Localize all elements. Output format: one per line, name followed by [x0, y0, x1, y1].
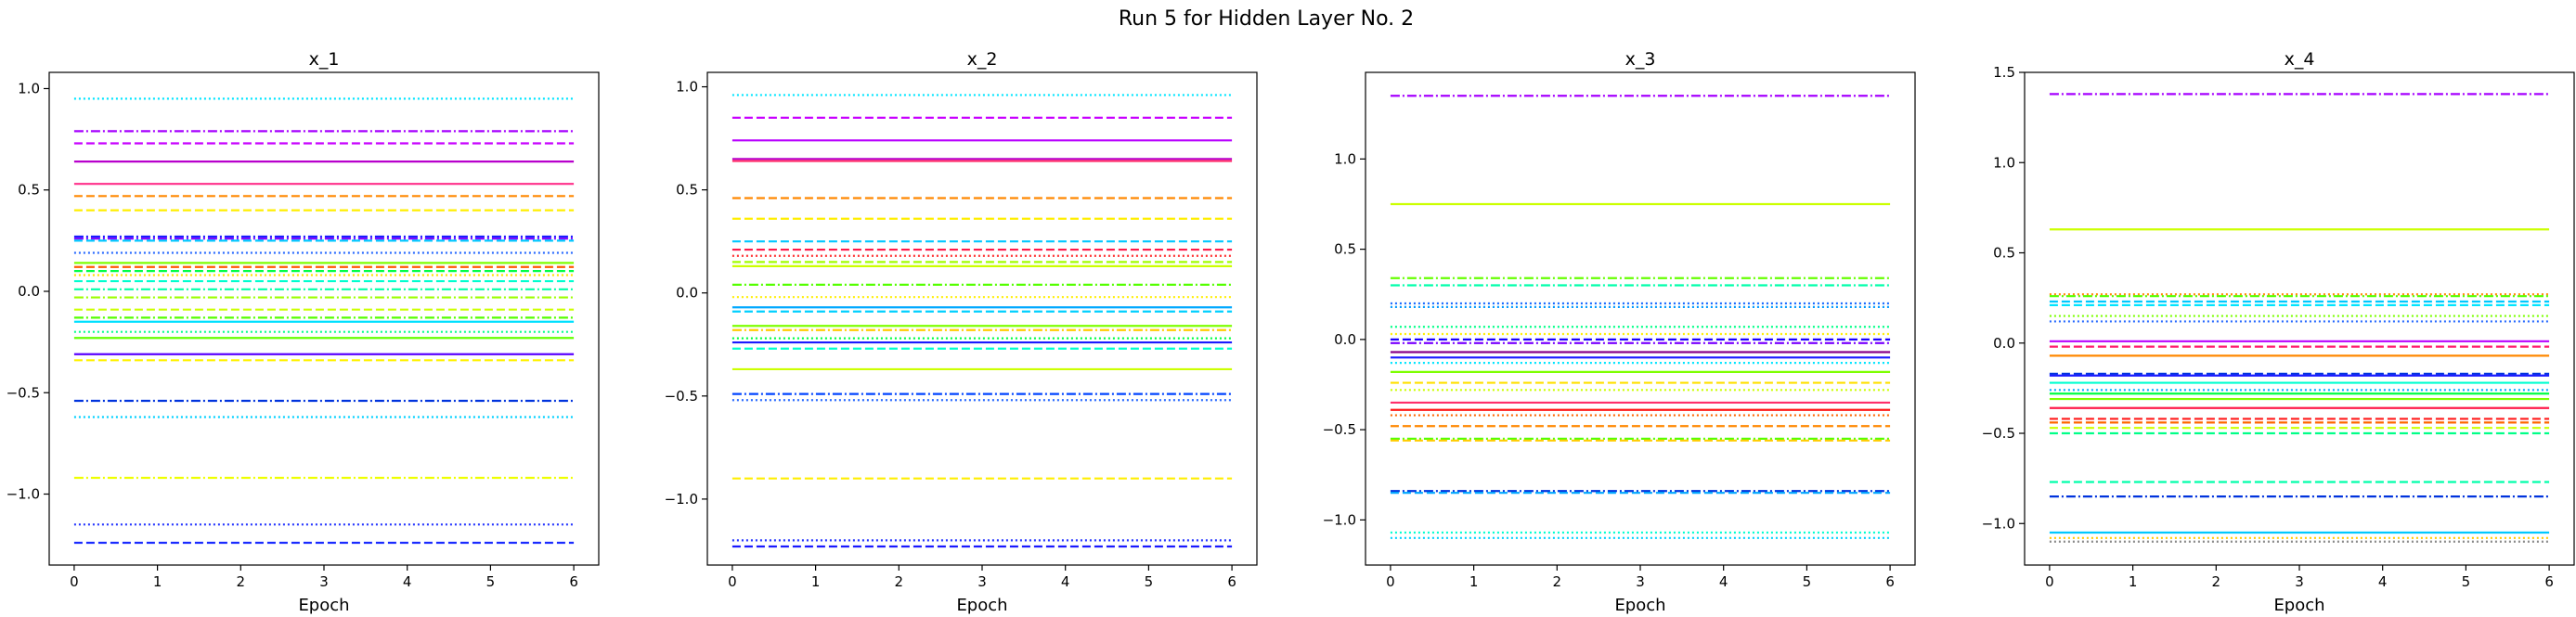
x-tick-label: 3 [977, 573, 987, 590]
subplot-4: 0 1 2 3 4 5 6 −1.0 −0.5 0.0 0.5 1.0 1.5 x_4 Epoch [1982, 49, 2575, 615]
y-tick-label: 0.0 [676, 285, 698, 302]
y-tick-label: 0.0 [18, 283, 40, 300]
y-tick-label: 0.5 [1993, 245, 2015, 262]
x-axis-label: Epoch [1614, 596, 1665, 615]
x-tick-label: 3 [2295, 573, 2304, 590]
x-axis-label: Epoch [298, 596, 349, 615]
x-tick-label: 6 [1885, 573, 1895, 590]
y-tick-label: 1.0 [1334, 150, 1356, 167]
subplot-title: x_2 [967, 49, 998, 70]
x-tick-label: 3 [319, 573, 329, 590]
y-tick-label: −1.0 [6, 486, 40, 503]
y-tick-label: −1.0 [1323, 511, 1356, 528]
y-tick-label: 0.5 [18, 182, 40, 199]
x-tick-label: 5 [1803, 573, 1812, 590]
subplot-1: 0 1 2 3 4 5 6 −1.0 −0.5 0.0 0.5 1.0 x_1 Epoch [6, 49, 600, 615]
x-tick-label: 3 [1636, 573, 1645, 590]
y-tick-label: −0.5 [6, 384, 40, 401]
subplot-3: 0 1 2 3 4 5 6 −1.0 −0.5 0.0 0.5 1.0 x_3 Epoch [1323, 49, 1916, 615]
x-tick-label: 4 [2378, 573, 2388, 590]
y-tick-label: −1.0 [1982, 515, 2015, 532]
x-tick-label: 2 [2212, 573, 2221, 590]
x-tick-label: 6 [569, 573, 578, 590]
x-tick-label: 5 [1145, 573, 1154, 590]
y-tick-label: −0.5 [665, 388, 698, 405]
y-tick-label: −1.0 [665, 491, 698, 508]
subplot-grid: 0 1 2 3 4 5 6 −1.0 −0.5 0.0 0.5 1.0 x_1 Epoch 0 1 2 3 4 5 6 −… [6, 49, 2575, 615]
y-tick-label: 0.5 [676, 182, 698, 199]
x-tick-label: 6 [1227, 573, 1236, 590]
x-tick-label: 1 [153, 573, 162, 590]
subplot-title: x_4 [2285, 49, 2315, 70]
y-tick-label: −0.5 [1323, 421, 1356, 438]
x-tick-label: 6 [2544, 573, 2554, 590]
x-tick-label: 5 [486, 573, 496, 590]
x-tick-label: 4 [1719, 573, 1728, 590]
x-axis-label: Epoch [2273, 596, 2324, 615]
x-tick-label: 2 [1553, 573, 1562, 590]
x-tick-label: 0 [70, 573, 79, 590]
x-tick-label: 4 [403, 573, 412, 590]
y-tick-label: 1.5 [1993, 64, 2015, 81]
x-tick-label: 0 [728, 573, 737, 590]
axes-frame [2024, 71, 2575, 566]
y-tick-label: 1.0 [18, 80, 40, 96]
x-tick-label: 0 [2045, 573, 2054, 590]
figure-title: Run 5 for Hidden Layer No. 2 [1119, 7, 1414, 31]
subplot-title: x_3 [1625, 49, 1656, 70]
x-tick-label: 4 [1061, 573, 1070, 590]
y-tick-label: −0.5 [1982, 425, 2015, 442]
x-tick-label: 5 [2462, 573, 2471, 590]
x-tick-label: 2 [895, 573, 904, 590]
x-tick-label: 0 [1386, 573, 1395, 590]
axes-frame [706, 71, 1258, 566]
x-tick-label: 1 [2129, 573, 2138, 590]
x-axis-label: Epoch [956, 596, 1007, 615]
x-tick-label: 1 [811, 573, 821, 590]
y-tick-label: 0.0 [1334, 331, 1356, 348]
y-tick-label: 1.0 [676, 79, 698, 96]
y-tick-label: 0.5 [1334, 241, 1356, 258]
subplot-2: 0 1 2 3 4 5 6 −1.0 −0.5 0.0 0.5 1.0 x_2 Epoch [665, 49, 1258, 615]
y-tick-label: 1.0 [1993, 154, 2015, 171]
x-tick-label: 1 [1469, 573, 1479, 590]
y-tick-label: 0.0 [1993, 335, 2015, 352]
subplot-title: x_1 [309, 49, 340, 70]
x-tick-label: 2 [237, 573, 246, 590]
